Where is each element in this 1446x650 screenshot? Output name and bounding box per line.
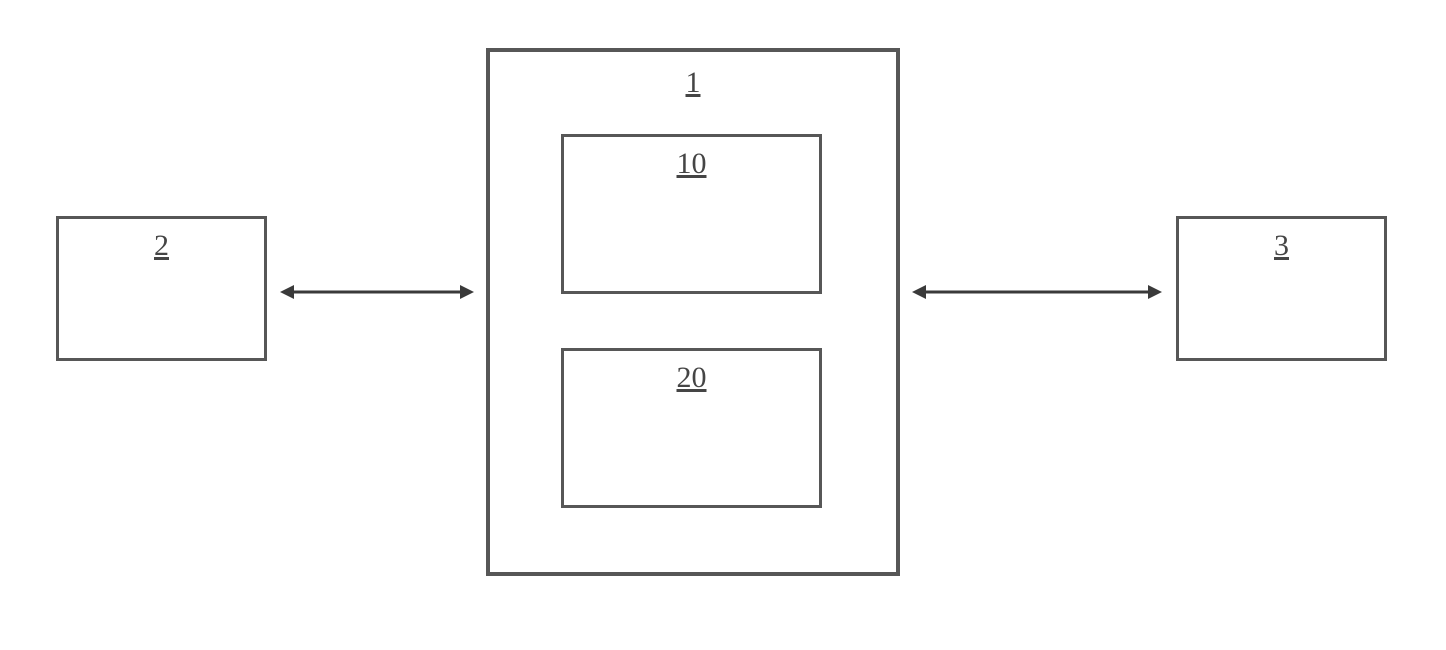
block-2: 2 <box>56 216 267 361</box>
block-2-label: 2 <box>154 229 169 263</box>
block-3: 3 <box>1176 216 1387 361</box>
block-10: 10 <box>561 134 822 294</box>
block-20: 20 <box>561 348 822 508</box>
block-20-label: 20 <box>677 361 707 395</box>
arrow-left-center <box>264 276 490 308</box>
block-1-label: 1 <box>686 66 701 100</box>
block-3-label: 3 <box>1274 229 1289 263</box>
block-10-label: 10 <box>677 147 707 181</box>
arrow-center-right <box>896 276 1178 308</box>
diagram-canvas: 2 1 10 20 3 <box>0 0 1446 650</box>
